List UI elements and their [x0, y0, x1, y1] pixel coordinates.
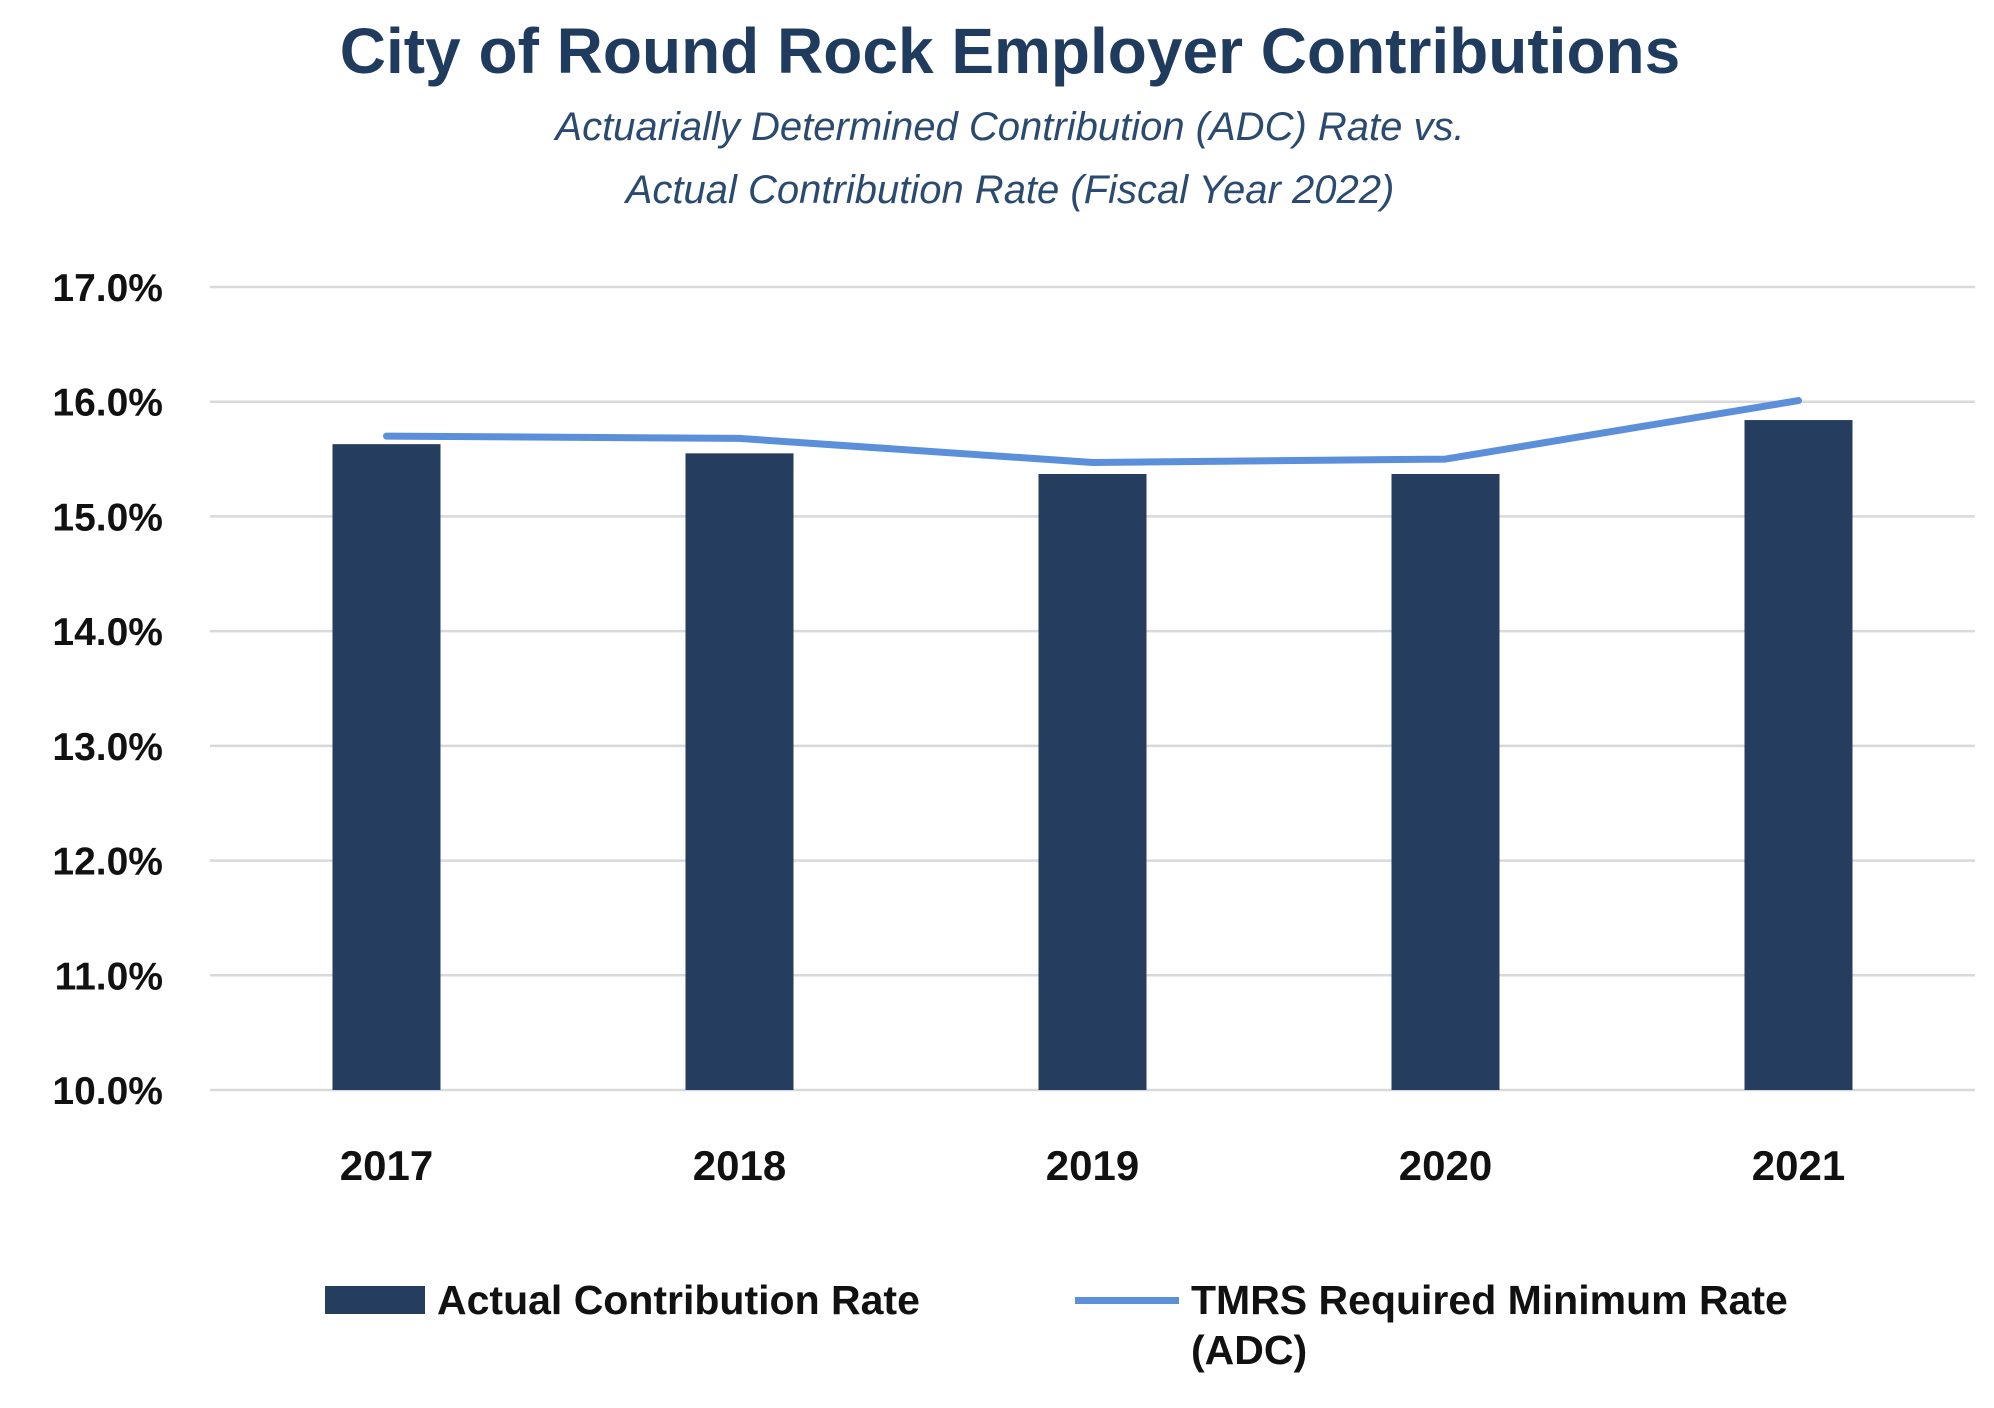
x-tick-label: 2021: [1752, 1142, 1845, 1189]
legend-swatch-bar: [325, 1286, 425, 1314]
legend-item-adc-rate: TMRS Required Minimum Rate (ADC): [1075, 1275, 1891, 1375]
chart-plot: 17.0% 16.0% 15.0% 14.0% 13.0% 12.0% 11.0% 10.0%…: [52, 267, 1975, 1189]
y-tick-label: 10.0%: [52, 1070, 163, 1113]
line-adc-rate: [383, 397, 1802, 467]
chart-title: City of Round Rock Employer Contribution…: [339, 15, 1681, 87]
x-tick-label: 2019: [1046, 1142, 1139, 1189]
chart-subtitle-line-1: Actuarially Determined Contribution (ADC…: [555, 105, 1465, 149]
adc-line: [383, 397, 1802, 467]
x-tick-label: 2020: [1399, 1142, 1492, 1189]
bar-2017: [332, 444, 441, 1090]
legend-label-adc: TMRS Required Minimum Rate (ADC): [1191, 1277, 1788, 1373]
y-tick-label: 12.0%: [52, 841, 163, 884]
y-axis-ticks: 17.0% 16.0% 15.0% 14.0% 13.0% 12.0% 11.0% 10.0%: [52, 267, 163, 1113]
bar-2021: [1744, 420, 1853, 1090]
y-tick-label: 16.0%: [52, 382, 163, 425]
bar-2019: [1038, 473, 1147, 1091]
legend-swatch-line: [1075, 1297, 1179, 1304]
y-tick-label: 13.0%: [52, 726, 163, 769]
y-tick-label: 17.0%: [52, 267, 163, 310]
x-axis-ticks: 2017 2018 2019 2020 2021: [340, 1142, 1845, 1189]
legend-label-actual: Actual Contribution Rate: [437, 1277, 920, 1323]
bar-2020: [1391, 473, 1500, 1091]
bar-2018: [685, 453, 794, 1091]
bars-actual-contribution-rate: [332, 420, 1853, 1091]
chart-subtitle-line-2: Actual Contribution Rate (Fiscal Year 20…: [625, 168, 1395, 212]
legend-item-actual-contribution-rate: Actual Contribution Rate: [325, 1275, 920, 1325]
y-tick-label: 14.0%: [52, 611, 163, 654]
legend: Actual Contribution Rate TMRS Required M…: [0, 1275, 1994, 1405]
x-tick-label: 2018: [693, 1142, 786, 1189]
y-tick-label: 11.0%: [55, 955, 163, 998]
x-tick-label: 2017: [340, 1142, 433, 1189]
y-tick-label: 15.0%: [52, 496, 163, 539]
